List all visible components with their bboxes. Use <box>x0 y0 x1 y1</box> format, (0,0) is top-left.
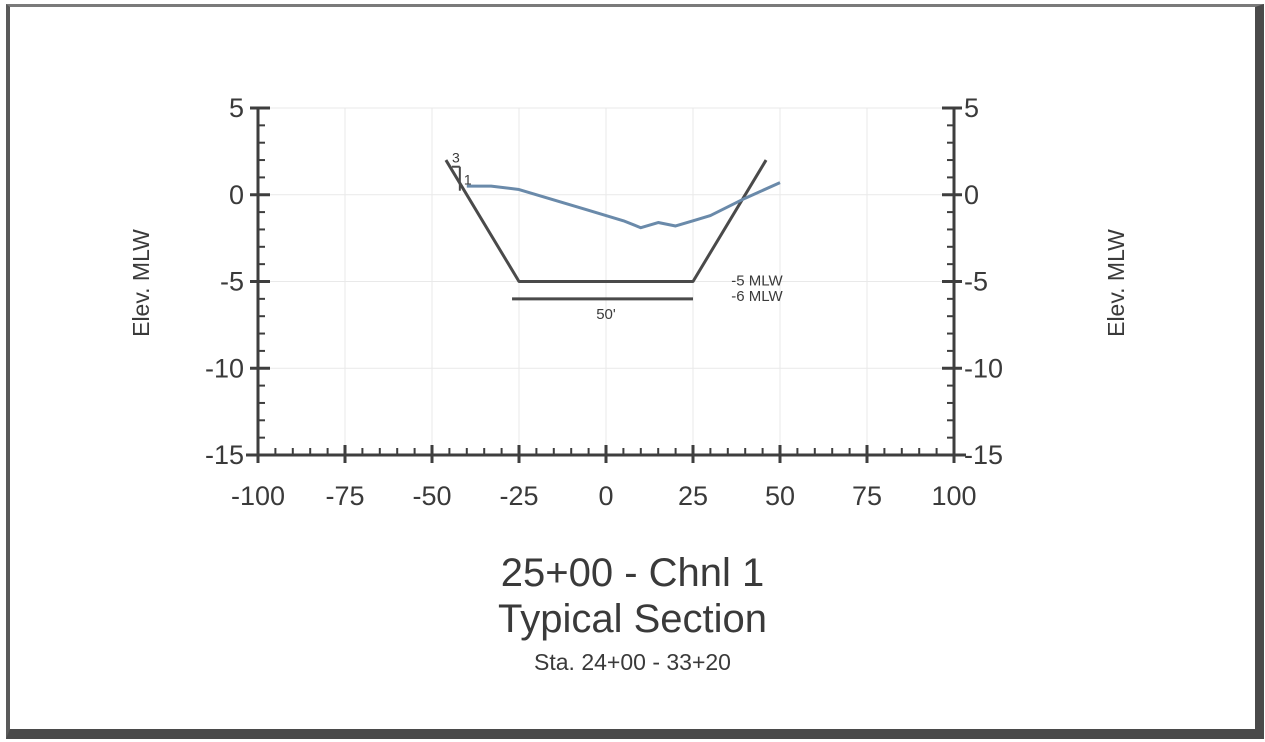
axes <box>246 106 966 463</box>
y-tick-label-left: -5 <box>220 267 244 297</box>
x-tick-label: -25 <box>499 481 538 511</box>
overdepth-label: -6 MLW <box>731 288 783 305</box>
channel-template-line <box>444 159 768 283</box>
chart-title: 25+00 - Chnl 1 <box>500 551 765 595</box>
x-tick-label: 100 <box>931 481 976 511</box>
x-tick-label: -75 <box>325 481 364 511</box>
y-tick-label-left: 5 <box>229 93 244 123</box>
bottom-width-label: 50' <box>596 306 616 323</box>
y-tick-label-left: -10 <box>205 353 244 383</box>
y-tick-label-right: -5 <box>964 267 988 297</box>
annotations: -5 MLW-6 MLW 50' 31 <box>451 150 784 323</box>
station-range: Sta. 24+00 - 33+20 <box>534 649 731 675</box>
slope-rise-label: 1 <box>464 172 472 188</box>
y-tick-label-left: 0 <box>229 180 244 210</box>
y-tick-label-right: 0 <box>964 180 979 210</box>
x-tick-label: -50 <box>412 481 451 511</box>
x-tick-label: -100 <box>231 481 285 511</box>
x-tick-label: 0 <box>598 481 613 511</box>
y-tick-label-right: -15 <box>964 440 1003 470</box>
y-tick-label-right: -10 <box>964 353 1003 383</box>
y-tick-label-right: 5 <box>964 93 979 123</box>
design-depth-label: -5 MLW <box>731 273 783 290</box>
figure-frame <box>6 4 1264 739</box>
existing-bottom-line <box>466 181 781 230</box>
y-tick-label-left: -15 <box>205 440 244 470</box>
x-tick-label: 75 <box>852 481 882 511</box>
x-tick-label: 25 <box>678 481 708 511</box>
x-tick-label: 50 <box>765 481 795 511</box>
plot-area <box>444 159 781 301</box>
slope-run-label: 3 <box>452 150 460 166</box>
chart-subtitle: Typical Section <box>497 597 768 641</box>
